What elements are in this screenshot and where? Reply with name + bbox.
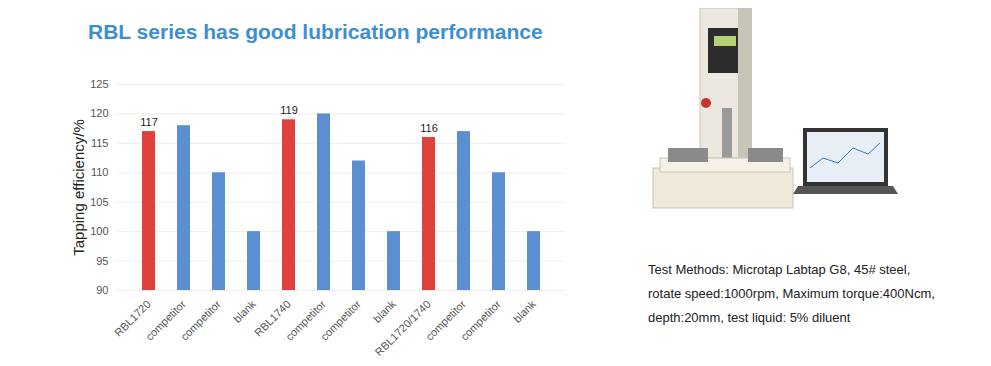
svg-text:125: 125 <box>90 78 108 90</box>
svg-text:Tapping efficiency/%: Tapping efficiency/% <box>70 119 87 255</box>
svg-text:119: 119 <box>280 104 298 116</box>
svg-text:competitor: competitor <box>143 297 188 343</box>
svg-text:120: 120 <box>90 107 108 119</box>
svg-text:competitor: competitor <box>178 298 223 343</box>
svg-text:110: 110 <box>91 166 109 178</box>
html-text:depth:20mm, test liquid: 5% di: depth:20mm, test liquid: 5% diluent <box>648 310 851 325</box>
svg-text:competitor: competitor <box>423 297 468 343</box>
svg-text:competitor: competitor <box>318 298 363 343</box>
html-text:rotate speed:1000rpm, Maximum: rotate speed:1000rpm, Maximum torque:400… <box>648 286 935 301</box>
svg-text:116: 116 <box>420 122 438 134</box>
svg-text:RBL1720: RBL1720 <box>112 297 153 339</box>
svg-text:competitor: competitor <box>458 298 503 343</box>
svg-text:blank: blank <box>511 297 538 324</box>
svg-text:competitor: competitor <box>283 297 328 343</box>
svg-text:blank: blank <box>371 297 398 324</box>
svg-text:90: 90 <box>96 284 108 296</box>
svg-text:RBL1740: RBL1740 <box>252 297 293 339</box>
svg-text:100: 100 <box>90 225 108 237</box>
svg-text:95: 95 <box>96 255 108 267</box>
html-text:RBL series has good lubricatio: RBL series has good lubrication performa… <box>88 20 543 43</box>
svg-text:117: 117 <box>140 116 158 128</box>
svg-text:105: 105 <box>90 196 108 208</box>
html-text:Test Methods: Microtap Labtap: Test Methods: Microtap Labtap G8, 45# st… <box>648 262 911 277</box>
svg-text:blank: blank <box>231 297 258 324</box>
svg-text:RBL1720/1740: RBL1720/1740 <box>373 298 433 358</box>
svg-text:115: 115 <box>91 137 109 149</box>
